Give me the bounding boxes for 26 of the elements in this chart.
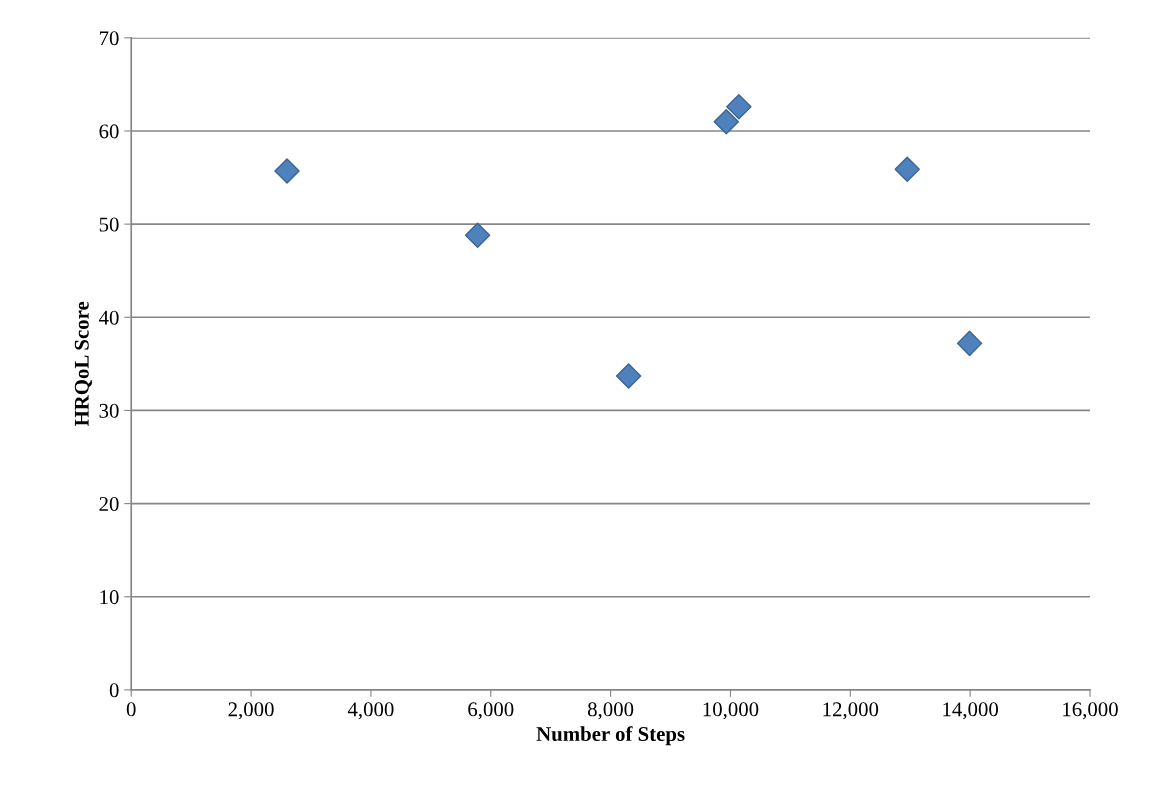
x-axis-title: Number of Steps xyxy=(536,726,685,746)
x-tick-label: 10,000 xyxy=(703,702,759,720)
y-tick-label: 70 xyxy=(99,31,119,46)
y-tick-label: 50 xyxy=(99,217,119,232)
x-tick-label: 12,000 xyxy=(823,702,879,720)
point xyxy=(615,363,642,389)
x-tick-label: 4,000 xyxy=(347,702,394,720)
y-tick-label: 30 xyxy=(99,403,119,418)
x-tick-label: 0 xyxy=(126,702,136,717)
y-axis-title: HRQoL Score xyxy=(74,301,92,427)
point xyxy=(713,108,739,135)
y-tick-label: 20 xyxy=(99,496,119,512)
point xyxy=(726,94,752,120)
y-tick-label: 0 xyxy=(109,683,119,698)
point xyxy=(956,330,983,357)
point xyxy=(894,156,920,182)
point xyxy=(274,158,300,184)
x-tick-label: 2,000 xyxy=(228,702,274,720)
x-tick-label: 14,000 xyxy=(943,702,998,720)
x-tick-label: 8,000 xyxy=(587,702,634,720)
y-tick-label: 40 xyxy=(98,310,119,325)
x-tick-label: 6,000 xyxy=(468,702,514,720)
y-tick-label: 60 xyxy=(99,124,119,139)
point xyxy=(464,222,491,249)
x-tick-label: 16,000 xyxy=(1063,702,1118,720)
y-tick-label: 10 xyxy=(100,590,119,605)
